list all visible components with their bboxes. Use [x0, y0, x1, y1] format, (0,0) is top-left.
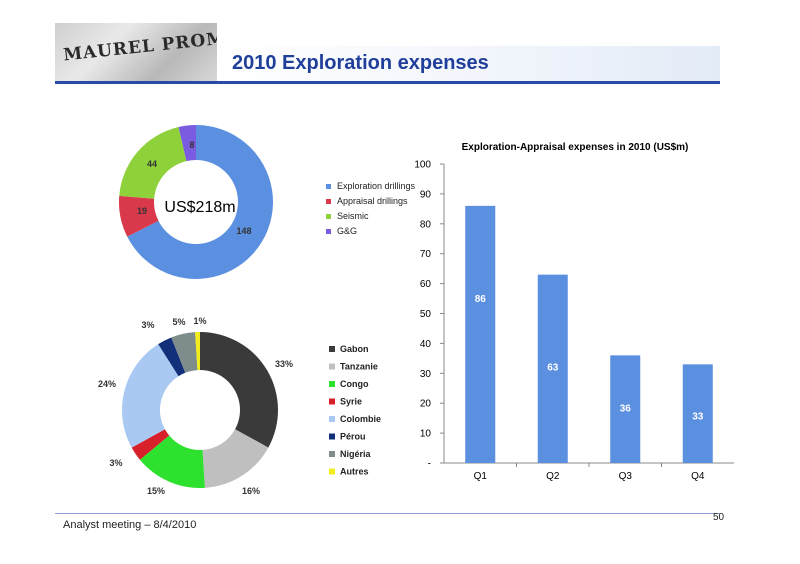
y-tick-label: 20 — [420, 399, 432, 410]
bar-q1 — [465, 205, 496, 464]
x-tick-label-q1: Q1 — [474, 471, 488, 482]
bar-q2 — [537, 274, 568, 463]
legend-label-seismic: Seismic — [337, 211, 369, 221]
legend-label-autres: Autres — [340, 467, 369, 477]
legend-countries: Gabon Tanzanie Congo Syrie Colombie Pérou Nigé… — [329, 344, 381, 477]
legend-swatch-seismic — [326, 214, 331, 219]
slice-label-nigeria: 5% — [172, 317, 185, 327]
legend-label-nigeria: Nigéria — [340, 449, 372, 459]
bar-value-label-q4: 33 — [692, 411, 704, 422]
legend-swatch-congo — [329, 381, 335, 387]
page-title: 2010 Exploration expenses — [232, 52, 489, 74]
y-tick-label: 60 — [420, 279, 432, 290]
y-tick-label: 40 — [420, 339, 432, 350]
legend-label-g-g: G&G — [337, 226, 357, 236]
slice-syrie — [131, 429, 170, 460]
slice-g-g — [178, 125, 196, 162]
y-tick-label: 70 — [420, 249, 432, 260]
x-tick-label-q2: Q2 — [546, 471, 560, 482]
slice-autres — [195, 332, 200, 371]
slice-nigeria — [171, 332, 198, 373]
x-tick-label-q3: Q3 — [619, 471, 633, 482]
legend-label-syrie: Syrie — [340, 397, 362, 407]
slice-gabon — [200, 332, 279, 448]
slice-label-gabon: 33% — [275, 359, 293, 369]
legend-swatch-g-g — [326, 229, 331, 234]
title-band — [217, 46, 720, 81]
slice-seismic — [119, 127, 187, 199]
legend-label-appraisal-drillings: Appraisal drillings — [337, 196, 408, 206]
donut-chart-expense-types: 148 19 44 8 US$218m — [118, 125, 274, 279]
company-logo: MAUREL PROM — [55, 23, 217, 81]
footer-divider — [55, 513, 720, 514]
legend-label-colombie: Colombie — [340, 414, 381, 424]
bar-chart-quarterly: Exploration-Appraisal expenses in 2010 (… — [414, 142, 734, 482]
slice-label-syrie: 3% — [109, 458, 122, 468]
legend-swatch-appraisal-drillings — [326, 199, 331, 204]
slice-perou — [158, 337, 186, 377]
legend-swatch-exploration-drillings — [326, 184, 331, 189]
legend-swatch-perou — [329, 433, 335, 440]
legend-swatch-autres — [329, 468, 335, 475]
bar-value-label-q2: 63 — [547, 363, 559, 374]
slice-label-exploration-drillings: 148 — [236, 226, 251, 236]
bar-q4 — [682, 364, 713, 463]
legend-swatch-tanzanie — [329, 363, 335, 370]
y-tick-label: 10 — [420, 429, 432, 440]
legend-expense-types: Exploration drillings Appraisal drillings… — [326, 181, 416, 236]
title-divider — [55, 81, 720, 84]
slice-congo — [139, 435, 205, 488]
legend-label-perou: Pérou — [340, 432, 366, 442]
y-tick-label: 100 — [414, 160, 431, 171]
bar-value-label-q3: 36 — [620, 403, 632, 414]
bar-chart-title: Exploration-Appraisal expenses in 2010 (… — [462, 142, 689, 153]
slice-label-perou: 3% — [141, 320, 154, 330]
legend-label-tanzanie: Tanzanie — [340, 362, 378, 372]
footer-text: Analyst meeting – 8/4/2010 — [63, 519, 197, 531]
slice-label-g-g: 8 — [189, 140, 194, 150]
legend-swatch-nigeria — [329, 451, 335, 457]
legend-swatch-syrie — [329, 398, 335, 405]
slice-colombie — [122, 344, 179, 448]
y-tick-label: 30 — [420, 369, 432, 380]
slice-label-seismic: 44 — [147, 159, 157, 169]
donut-chart-countries: 33% 16% 15% 3% 24% 3% 5% 1% — [98, 316, 293, 496]
legend-swatch-colombie — [329, 416, 335, 422]
y-tick-label: 50 — [420, 309, 432, 320]
page-number: 50 — [713, 512, 725, 523]
y-tick-label: 90 — [420, 189, 432, 200]
slice-tanzanie — [202, 429, 269, 488]
slice-label-tanzanie: 16% — [242, 486, 260, 496]
slice-label-appraisal-drillings: 19 — [137, 206, 147, 216]
slice-label-congo: 15% — [147, 486, 165, 496]
y-tick-label: 80 — [420, 219, 432, 230]
legend-label-gabon: Gabon — [340, 344, 369, 354]
x-tick-label-q4: Q4 — [691, 471, 705, 482]
slice-label-autres: 1% — [193, 316, 206, 326]
donut-center-label: US$218m — [164, 199, 235, 216]
slice-exploration-drillings — [127, 125, 274, 279]
legend-label-congo: Congo — [340, 379, 369, 389]
slice-appraisal-drillings — [118, 195, 159, 237]
y-tick-label: - — [428, 459, 431, 470]
bar-value-label-q1: 86 — [475, 294, 487, 305]
bar-q3 — [610, 355, 641, 463]
slice-label-colombie: 24% — [98, 379, 116, 389]
legend-label-exploration-drillings: Exploration drillings — [337, 181, 416, 191]
legend-swatch-gabon — [329, 346, 335, 352]
